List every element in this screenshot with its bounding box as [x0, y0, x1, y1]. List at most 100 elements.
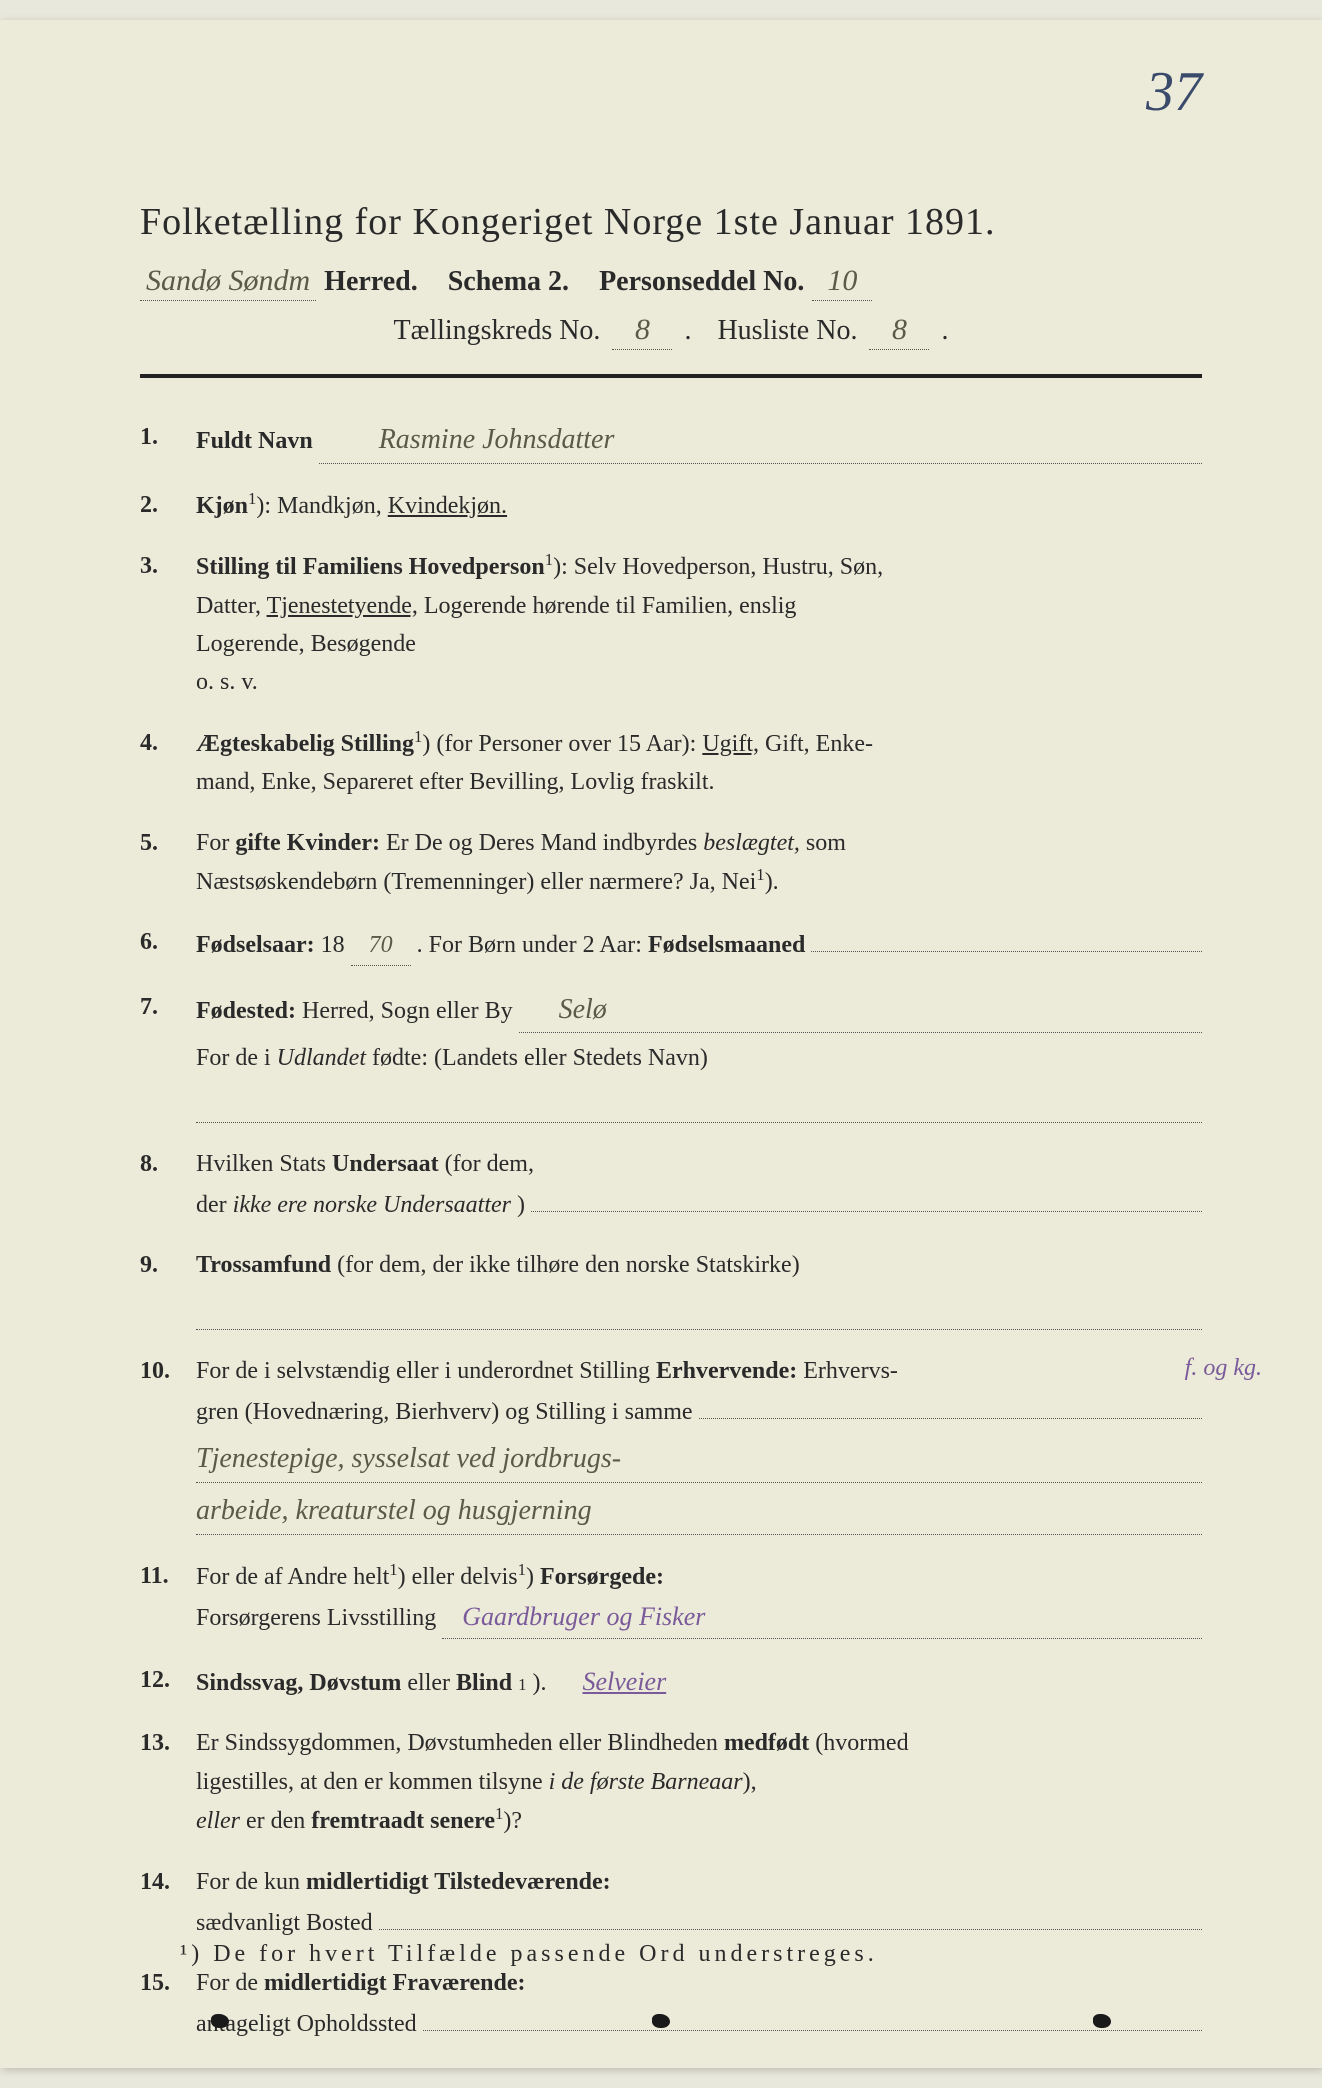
marital-u: Ugift,	[702, 731, 759, 757]
birthyear-text: . For Børn under 2 Aar:	[417, 926, 642, 964]
taellingskreds-label: Tællingskreds No.	[394, 315, 601, 347]
sex-label: Kjøn	[196, 493, 248, 519]
q5-t: Er De og Deres Mand indbyrdes	[380, 830, 703, 856]
item-11: 11. For de af Andre helt1) eller delvis1…	[140, 1557, 1202, 1639]
q8-label: Undersaat	[332, 1151, 439, 1177]
q15-t: For de	[196, 1970, 264, 1996]
fullname-value: Rasmine Johnsdatter	[319, 418, 1202, 464]
q5-l2: Næstsøskendebørn (Tremenninger) eller næ…	[196, 869, 756, 895]
q13-l2b: ),	[743, 1769, 757, 1795]
birthyear-prefix: 18	[321, 926, 345, 964]
q10-b: Erhvervs-	[797, 1358, 898, 1384]
q8-l2i: ikke ere norske Undersaatter	[233, 1186, 511, 1224]
item-num: 14.	[140, 1863, 196, 1943]
item-num: 8.	[140, 1145, 196, 1225]
header-divider	[140, 374, 1202, 378]
personseddel-label: Personseddel No.	[599, 266, 804, 298]
q5-b: gifte Kvinder:	[235, 830, 380, 856]
item-13: 13. Er Sindssygdommen, Døvstumheden elle…	[140, 1724, 1202, 1840]
header-line-1: Sandø Søndm Herred. Schema 2. Personsedd…	[140, 264, 1202, 301]
binding-holes	[0, 2014, 1322, 2028]
spot-icon	[652, 2014, 670, 2028]
census-form-page: 37 Folketælling for Kongeriget Norge 1st…	[0, 20, 1322, 2068]
item-3: 3. Stilling til Familiens Hovedperson1):…	[140, 547, 1202, 702]
q10-label: Erhvervende:	[656, 1358, 797, 1384]
q5-i: beslægtet,	[703, 830, 800, 856]
spot-icon	[1093, 2014, 1111, 2028]
q14-b: midlertidigt Tilstedeværende:	[306, 1869, 611, 1895]
q13-l3i: eller	[196, 1808, 240, 1834]
birthmonth-line	[811, 923, 1202, 952]
birthplace-l2b: fødte: (Landets eller Stedets Navn)	[366, 1045, 708, 1071]
husliste-label: Husliste No.	[717, 315, 857, 347]
q12-text2: ).	[532, 1664, 546, 1702]
spot-icon	[211, 2014, 229, 2028]
relation-l2a: Datter,	[196, 593, 267, 619]
item-6: 6. Fødselsaar: 1870 . For Børn under 2 A…	[140, 923, 1202, 965]
q13-l3a: er den	[240, 1808, 311, 1834]
q12-label2: Blind	[456, 1664, 512, 1702]
item-10: 10. For de i selvstændig eller i underor…	[140, 1352, 1202, 1535]
herred-value: Sandø Søndm	[140, 264, 316, 301]
item-num: 15.	[140, 1964, 196, 2044]
q14-l2: sædvanligt Bosted	[196, 1904, 373, 1942]
birthplace-text: Herred, Sogn eller By	[302, 992, 513, 1030]
footnote: ¹) De for hvert Tilfælde passende Ord un…	[180, 1941, 878, 1968]
item-num: 1.	[140, 418, 196, 464]
q15-b: midlertidigt Fraværende:	[264, 1970, 526, 1996]
q14-line	[379, 1901, 1202, 1930]
form-title: Folketælling for Kongeriget Norge 1ste J…	[140, 200, 1202, 244]
item-num: 13.	[140, 1724, 196, 1840]
q10-line	[699, 1390, 1202, 1419]
margin-note: f. og kg.	[1185, 1355, 1262, 1382]
q13-l2a: ligestilles, at den er kommen tilsyne	[196, 1769, 549, 1795]
relation-l2b: Logerende hørende til Familien, enslig	[418, 593, 797, 619]
q8-b: (for dem,	[439, 1151, 534, 1177]
item-num: 7.	[140, 988, 196, 1123]
item-num: 5.	[140, 824, 196, 902]
q13-l2i: i de første Barneaar	[549, 1769, 743, 1795]
birthyear-value: 70	[351, 926, 411, 965]
birthplace-blank-line	[196, 1084, 1202, 1123]
birthmonth-label: Fødselsmaaned	[648, 926, 805, 964]
sex-text: ): Mandkjøn,	[256, 493, 387, 519]
q8-a: Hvilken Stats	[196, 1151, 332, 1177]
relation-l2u: Tjenestetyende,	[267, 593, 418, 619]
sup: 1	[756, 865, 764, 884]
item-9: 9. Trossamfund (for dem, der ikke tilhør…	[140, 1246, 1202, 1329]
q13-a: Er Sindssygdommen, Døvstumheden eller Bl…	[196, 1730, 724, 1756]
personseddel-value: 10	[812, 264, 872, 301]
marital-label: Ægteskabelig Stilling	[196, 731, 414, 757]
relation-l3: Logerende, Besøgende	[196, 631, 416, 657]
item-num: 9.	[140, 1246, 196, 1329]
item-8: 8. Hvilken Stats Undersaat (for dem, der…	[140, 1145, 1202, 1225]
item-12: 12. Sindssvag, Døvstum eller Blind1). Se…	[140, 1661, 1202, 1703]
q12-label: Sindssvag, Døvstum	[196, 1664, 401, 1702]
q12-hw: Selveier	[552, 1661, 666, 1703]
q11-b: ) eller delvis	[398, 1564, 518, 1590]
item-num: 3.	[140, 547, 196, 702]
birthplace-value: Selø	[519, 988, 1202, 1034]
taellingskreds-value: 8	[612, 313, 672, 350]
relation-l4: o. s. v.	[196, 669, 258, 695]
birthyear-label: Fødselsaar:	[196, 926, 315, 964]
birthplace-label: Fødested:	[196, 992, 296, 1030]
sup: 1	[389, 1560, 397, 1579]
sup: 1	[518, 1672, 526, 1699]
item-num: 12.	[140, 1661, 196, 1703]
marital-b: Gift, Enke-	[759, 731, 873, 757]
marital-l2: mand, Enke, Separeret efter Bevilling, L…	[196, 769, 715, 795]
q5-t2: som	[800, 830, 846, 856]
fullname-label: Fuldt Navn	[196, 422, 313, 460]
item-2: 2. Kjøn1): Mandkjøn, Kvindekjøn.	[140, 486, 1202, 525]
q10-hw1: Tjenestepige, sysselsat ved jordbrugs-	[196, 1437, 1202, 1483]
q8-l2a: der	[196, 1186, 227, 1224]
item-14: 14. For de kun midlertidigt Tilstedevære…	[140, 1863, 1202, 1943]
q13-l3c: )?	[503, 1808, 522, 1834]
page-number-handwritten: 37	[1146, 60, 1202, 124]
relation-l1: ): Selv Hovedperson, Hustru, Søn,	[553, 554, 883, 580]
q11-a: For de af Andre helt	[196, 1564, 389, 1590]
q14-t: For de kun	[196, 1869, 306, 1895]
relation-label: Stilling til Familiens Hovedperson	[196, 554, 545, 580]
q5-a: For	[196, 830, 235, 856]
